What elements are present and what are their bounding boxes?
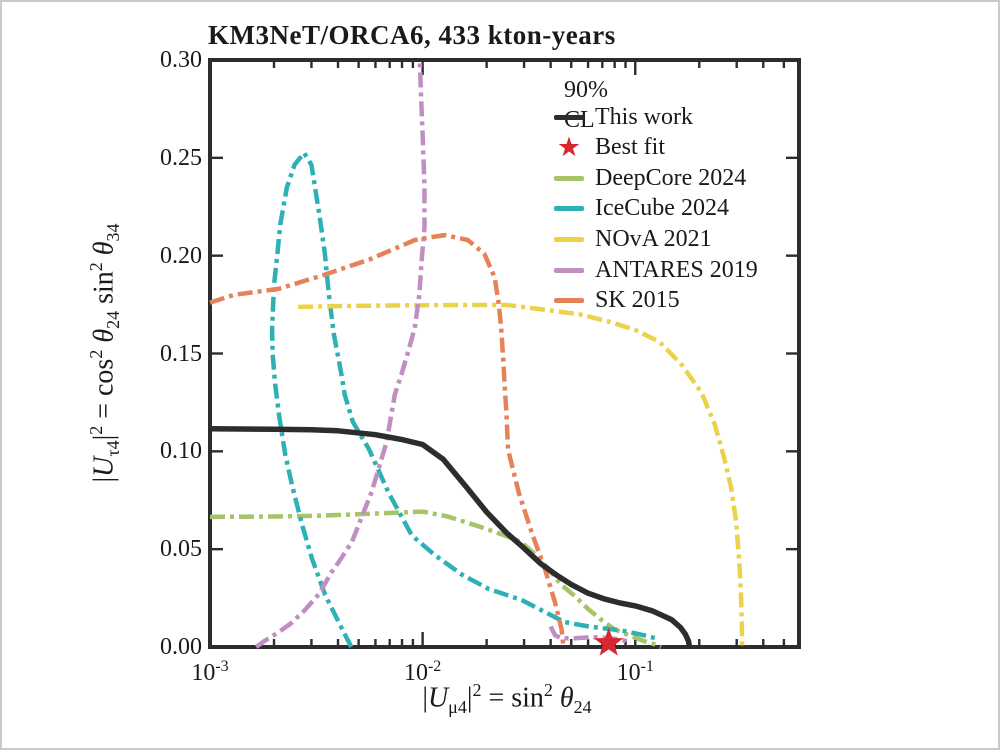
- y-tick-label: 0.15: [160, 340, 202, 367]
- legend-item-best-fit: ★ Best fit: [554, 133, 665, 163]
- series-this-work: [209, 426, 693, 648]
- legend-item-sk-2015: SK 2015: [554, 286, 680, 316]
- legend-item-icecube-2024: IceCube 2024: [554, 194, 729, 224]
- y-tick-label: 0.20: [160, 242, 202, 269]
- series-deepcore-2024: [209, 509, 662, 650]
- legend-item-label: ANTARES 2019: [595, 256, 758, 283]
- x-tick-label: 10-3: [191, 658, 229, 686]
- plot-title: KM3NeT/ORCA6, 433 kton-years: [208, 20, 616, 50]
- line-swatch-icon: [554, 175, 584, 181]
- y-tick-label: 0.30: [160, 47, 202, 73]
- x-axis-label: |Uμ4|2 = sin2 θ24: [422, 680, 592, 717]
- legend-header: 90% CL: [564, 77, 608, 133]
- line-swatch-icon: [554, 114, 584, 120]
- line-swatch-icon: [554, 236, 584, 242]
- legend-item-antares-2019: ANTARES 2019: [554, 255, 758, 285]
- line-swatch-icon: [554, 298, 584, 304]
- series-sk-2015: [209, 232, 566, 648]
- best-fit-star: [593, 627, 624, 656]
- y-tick-label: 0.05: [160, 536, 202, 563]
- legend-item-label: NOvA 2021: [595, 225, 712, 252]
- legend-item-label: This work: [595, 103, 693, 130]
- y-axis-label: |Uτ4|2 = cos2 θ24 sin2 θ34: [86, 223, 123, 483]
- series-nova-2021: [298, 302, 745, 648]
- star-icon: ★: [556, 132, 582, 163]
- x-tick-label: 10-2: [403, 658, 442, 686]
- y-tick-label: 0.25: [160, 144, 202, 171]
- series-icecube-2024: [269, 150, 661, 649]
- series-antares-2019: [548, 625, 631, 646]
- line-swatch-icon: [554, 206, 584, 212]
- y-tick-label: 0.10: [160, 438, 202, 465]
- line-swatch-icon: [554, 267, 584, 273]
- legend-item-deepcore-2024: DeepCore 2024: [554, 163, 746, 193]
- x-tick-label: 10-1: [616, 658, 654, 686]
- series-antares-2019: [254, 59, 427, 649]
- legend-item-label: IceCube 2024: [595, 195, 729, 222]
- plot-frame: [208, 58, 801, 649]
- legend-item-label: DeepCore 2024: [595, 164, 747, 191]
- legend-item-this-work: This work: [554, 102, 693, 132]
- y-tick-label: 0.00: [160, 634, 202, 660]
- legend-item-label: SK 2015: [595, 287, 680, 314]
- legend-item-nova-2021: NOvA 2021: [554, 224, 712, 254]
- legend-item-label: Best fit: [595, 134, 665, 161]
